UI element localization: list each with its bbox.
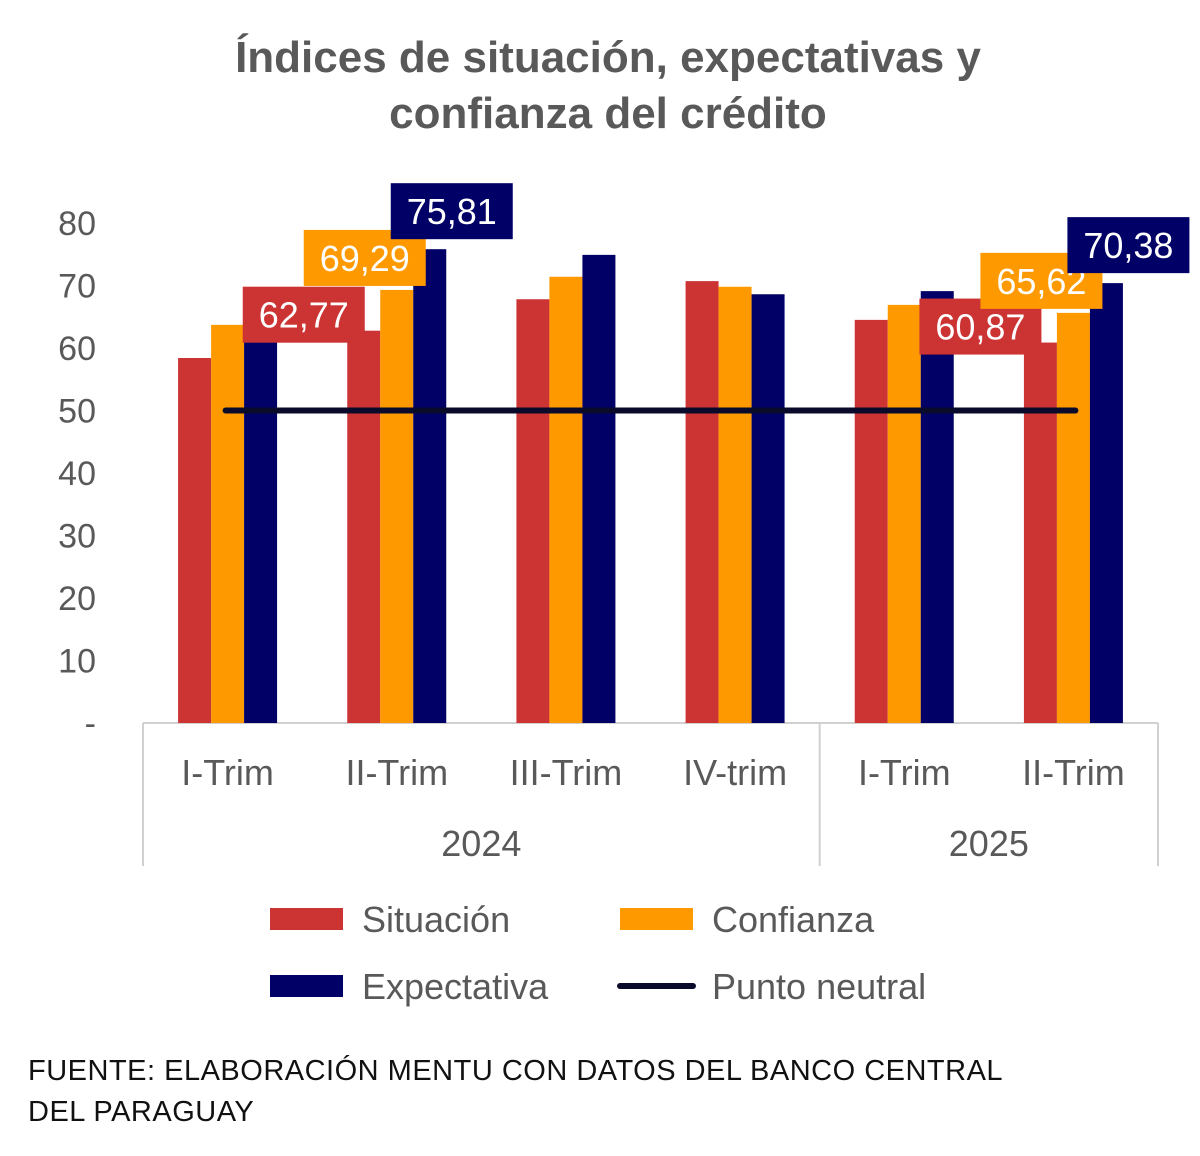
y-tick-label: 80: [58, 205, 96, 243]
data-label-box: [390, 183, 513, 240]
bar-confianza: [549, 276, 583, 723]
y-tick-label: 50: [58, 393, 96, 431]
legend-swatch: [270, 908, 343, 930]
x-tick-label: IV-trim: [683, 752, 787, 793]
bar-expectativa: [413, 249, 447, 723]
legend-label: Situación: [362, 899, 510, 940]
bar-expectativa: [1089, 283, 1123, 723]
y-tick-label: 30: [58, 518, 96, 556]
data-label: 70,38: [1083, 225, 1173, 266]
bar-expectativa: [244, 291, 278, 723]
y-tick-label: 70: [58, 268, 96, 306]
legend-label: Punto neutral: [712, 966, 926, 1007]
legend-label: Expectativa: [362, 966, 549, 1007]
chart-title-line1: Índices de situación, expectativas y: [235, 32, 981, 82]
x-tick-label: II-Trim: [345, 752, 448, 793]
chart-title-line2: confianza del crédito: [389, 89, 827, 138]
y-tick-label: 20: [58, 580, 96, 618]
x-tick-label: III-Trim: [510, 752, 623, 793]
bar-situación: [854, 319, 888, 723]
data-label-box: [1067, 217, 1190, 274]
x-group-label: 2024: [441, 823, 521, 864]
bar-situación: [516, 299, 550, 723]
x-tick-label: I-Trim: [181, 752, 274, 793]
bar-expectativa: [751, 294, 785, 723]
y-tick-label: 60: [58, 330, 96, 368]
data-label-box: [242, 286, 365, 343]
data-label: 69,29: [320, 238, 410, 279]
source-line2: DEL PARAGUAY: [28, 1096, 254, 1128]
bar-confianza: [887, 304, 921, 723]
data-label: 75,81: [407, 191, 497, 232]
legend-swatch: [270, 975, 343, 997]
data-label: 60,87: [935, 307, 1025, 348]
x-tick-label: II-Trim: [1022, 752, 1125, 793]
x-group-label: 2025: [949, 823, 1029, 864]
x-tick-label: I-Trim: [858, 752, 951, 793]
legend-swatch: [620, 908, 693, 930]
data-label-box: [303, 229, 426, 286]
bar-situación: [178, 358, 212, 723]
source-line1: FUENTE: ELABORACIÓN MENTU CON DATOS DEL …: [28, 1054, 1003, 1087]
y-tick-label: 40: [58, 455, 96, 493]
data-label: 62,77: [259, 295, 349, 336]
bar-situación: [1023, 342, 1057, 723]
y-tick-label: -: [85, 705, 96, 743]
y-tick-label: 10: [58, 643, 96, 681]
bar-expectativa: [920, 291, 954, 723]
bar-confianza: [718, 286, 752, 723]
bar-confianza: [1056, 312, 1090, 723]
bar-situación: [347, 330, 381, 723]
bar-confianza: [380, 289, 414, 723]
bar-expectativa: [582, 254, 616, 723]
bar-situación: [685, 281, 719, 723]
bar-confianza: [211, 324, 245, 723]
legend-label: Confianza: [712, 899, 875, 940]
